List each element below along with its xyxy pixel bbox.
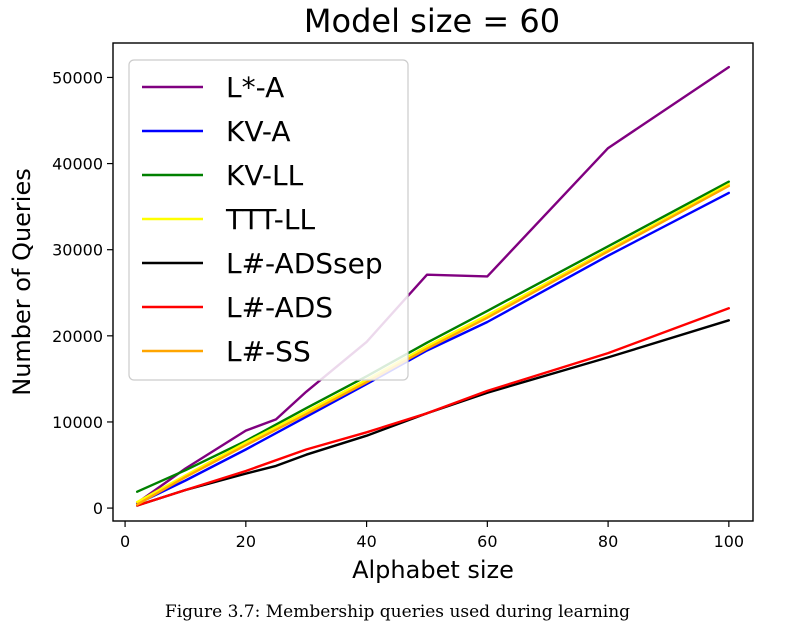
x-axis: 0 20 40 60 80 100 <box>120 521 744 551</box>
legend-label-0: L*-A <box>226 71 284 104</box>
x-tick-label: 20 <box>236 532 256 551</box>
series-line-5 <box>135 307 730 507</box>
plot-area-frame <box>112 42 754 522</box>
series-line-4 <box>135 319 730 507</box>
y-tick-label: 20000 <box>52 327 103 346</box>
chart-title: Model size = 60 <box>304 2 560 40</box>
series-line-1 <box>135 191 730 505</box>
y-axis: 0 10000 20000 30000 40000 50000 <box>52 68 113 518</box>
x-tick-label: 60 <box>477 532 497 551</box>
y-tick-label: 10000 <box>52 413 103 432</box>
x-tick-label: 80 <box>598 532 618 551</box>
legend-label-6: L#-SS <box>226 335 311 368</box>
series-line-6 <box>135 184 730 506</box>
x-tick-label: 100 <box>714 532 745 551</box>
legend-label-3: TTT-LL <box>225 203 315 236</box>
x-axis-label: Alphabet size <box>352 556 514 584</box>
legend: L*-A KV-A KV-LL TTT-LL L#-ADSsep L#-ADS L#-SS <box>128 59 409 381</box>
y-axis-label: Number of Queries <box>8 168 36 395</box>
x-tick-label: 0 <box>120 532 130 551</box>
legend-label-4: L#-ADSsep <box>226 247 383 280</box>
legend-label-2: KV-LL <box>226 159 304 192</box>
y-tick-label: 0 <box>93 499 103 518</box>
x-tick-label: 40 <box>356 532 376 551</box>
legend-label-5: L#-ADS <box>226 291 333 324</box>
legend-frame <box>128 59 409 381</box>
y-tick-label: 40000 <box>52 155 103 174</box>
legend-label-1: KV-A <box>226 115 291 148</box>
y-tick-label: 30000 <box>52 241 103 260</box>
y-tick-label: 50000 <box>52 68 103 87</box>
figure-caption: Figure 3.7: Membership queries used duri… <box>164 602 631 622</box>
